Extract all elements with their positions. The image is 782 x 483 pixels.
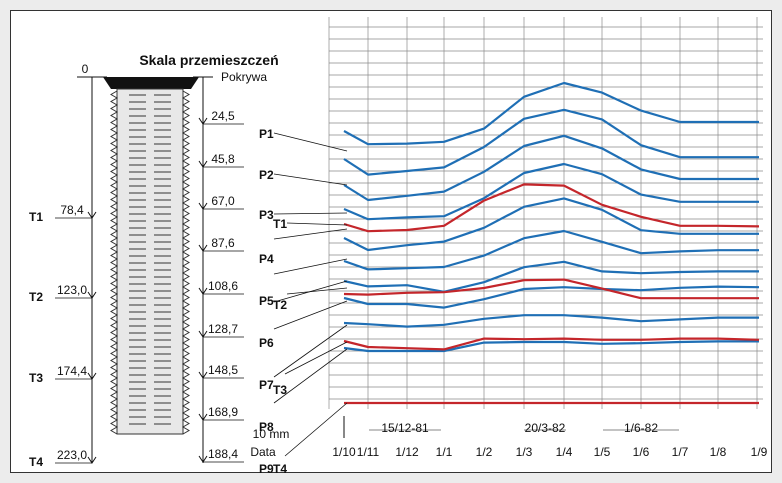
probe-depth-P4: 87,6: [211, 236, 235, 250]
series-label-T1: T1: [273, 217, 287, 231]
leader-P8: [273, 324, 348, 378]
probe-depth-P9: 188,4: [208, 447, 238, 461]
date-annotation-0: 15/12-81: [381, 421, 429, 435]
series-line-T-12: [343, 337, 760, 351]
tube-depth-arrow-T2: [87, 291, 97, 299]
tube-depth-T2: 123,0: [57, 283, 87, 297]
leader-T2: [286, 287, 348, 295]
x-tick-label-7: 1/5: [594, 445, 611, 459]
probe-depth-arrow-P7: [198, 371, 208, 379]
x-tick-label-9: 1/7: [672, 445, 689, 459]
probe-depth-P7: 148,5: [208, 363, 238, 377]
tube-depth-arrow-T3: [87, 372, 97, 380]
series-label-P8: P8: [259, 420, 274, 434]
tube-name-T4: T4: [29, 455, 43, 469]
tube-depth-arrow-T4: [87, 456, 97, 464]
series-line-P-2: [343, 134, 759, 202]
leader-P9: [273, 348, 348, 404]
series-label-P3: P3: [259, 208, 274, 222]
tube-depth-T3: 174,4: [57, 364, 87, 378]
casing-tube: [103, 77, 199, 435]
depth-zero-label: 0: [82, 62, 89, 76]
x-tick-label-0: 1/10: [332, 445, 356, 459]
tube-name-T1: T1: [29, 210, 43, 224]
axis-label-mask: [251, 409, 763, 449]
date-annotation-2: 1/6-82: [624, 421, 658, 435]
chart-title: Skala przemieszczeń: [139, 52, 278, 68]
series-label-P7: P7: [259, 378, 274, 392]
probe-depth-P6: 128,7: [208, 322, 238, 336]
series-line-P-9: [343, 340, 759, 353]
series-line-P-7: [343, 285, 760, 309]
date-axis-label: Data: [250, 445, 276, 459]
x-tick-label-1: 1/11: [357, 445, 380, 459]
probe-depth-P3: 67,0: [211, 194, 235, 208]
x-tick-label-5: 1/3: [516, 445, 533, 459]
series-line-P-6: [343, 260, 759, 293]
cover-label: Pokrywa: [221, 70, 267, 84]
probe-depth-arrow-P1: [198, 117, 208, 125]
x-tick-label-2: 1/12: [395, 445, 419, 459]
probe-depth-P8: 168,9: [208, 405, 238, 419]
scale-label: 10 mm: [253, 427, 290, 441]
casing-body: [116, 88, 184, 435]
series-label-P4: P4: [259, 252, 274, 266]
leader-T1: [286, 222, 348, 226]
date-annotation-1: 20/3-82: [525, 421, 566, 435]
series-label-T4: T4: [273, 462, 287, 474]
leader-P7: [273, 300, 348, 330]
tube-name-T2: T2: [29, 290, 43, 304]
probe-depth-P1: 24,5: [211, 109, 235, 123]
tube-name-T3: T3: [29, 371, 43, 385]
probe-depth-arrow-P8: [198, 413, 208, 421]
tube-depth-T1: 78,4: [60, 203, 84, 217]
series-line-T-10: [343, 183, 760, 233]
probe-depth-arrow-P9: [198, 455, 208, 463]
leader-P1: [273, 132, 348, 152]
series-label-P5: P5: [259, 294, 274, 308]
tube-depth-T4: 223,0: [57, 448, 87, 462]
tube-depth-arrow-T1: [87, 211, 97, 219]
series-label-T2: T2: [273, 298, 287, 312]
series-line-T-11: [343, 278, 759, 300]
series-line-P-5: [343, 229, 759, 271]
leader-P3: [273, 212, 348, 215]
probe-depth-arrow-P3: [198, 202, 208, 210]
leader-P4: [273, 228, 348, 240]
probe-depth-arrow-P2: [198, 160, 208, 168]
leader-P2: [273, 173, 348, 186]
displacement-chart: Skala przemieszczeń 0 78,4 T1 123,0 T2 174,4 T3…: [29, 17, 768, 474]
casing-cover: [103, 77, 199, 89]
probe-depth-P2: 45,8: [211, 152, 235, 166]
leader-P5: [273, 258, 348, 275]
casing-right-corrugation: [182, 90, 190, 435]
chart-frame: Skala przemieszczeń 0 78,4 T1 123,0 T2 174,4 T3…: [10, 10, 772, 474]
x-tick-label-10: 1/8: [710, 445, 727, 459]
probe-depth-arrow-P6: [198, 330, 208, 338]
series-line-P-4: [343, 197, 759, 252]
series-label-P9: P9: [259, 462, 274, 474]
x-tick-label-11: 1/9: [751, 445, 768, 459]
x-tick-label-8: 1/6: [633, 445, 650, 459]
leader-T3: [284, 341, 348, 375]
series-line-P-0: [343, 81, 759, 146]
probe-depth-P5: 108,6: [208, 279, 238, 293]
probe-depth-arrow-P5: [198, 287, 208, 295]
series-label-T3: T3: [273, 383, 287, 397]
probe-depth-arrow-P4: [198, 244, 208, 252]
x-tick-label-3: 1/1: [436, 445, 453, 459]
series-line-P-8: [343, 314, 759, 328]
casing-left-corrugation: [110, 90, 118, 435]
leader-T4: [284, 402, 348, 457]
series-label-P6: P6: [259, 336, 274, 350]
series-label-P1: P1: [259, 127, 274, 141]
series-line-P-3: [343, 162, 759, 221]
x-tick-label-6: 1/4: [556, 445, 573, 459]
series-label-P2: P2: [259, 168, 274, 182]
series-line-P-1: [343, 108, 759, 176]
x-tick-label-4: 1/2: [476, 445, 493, 459]
